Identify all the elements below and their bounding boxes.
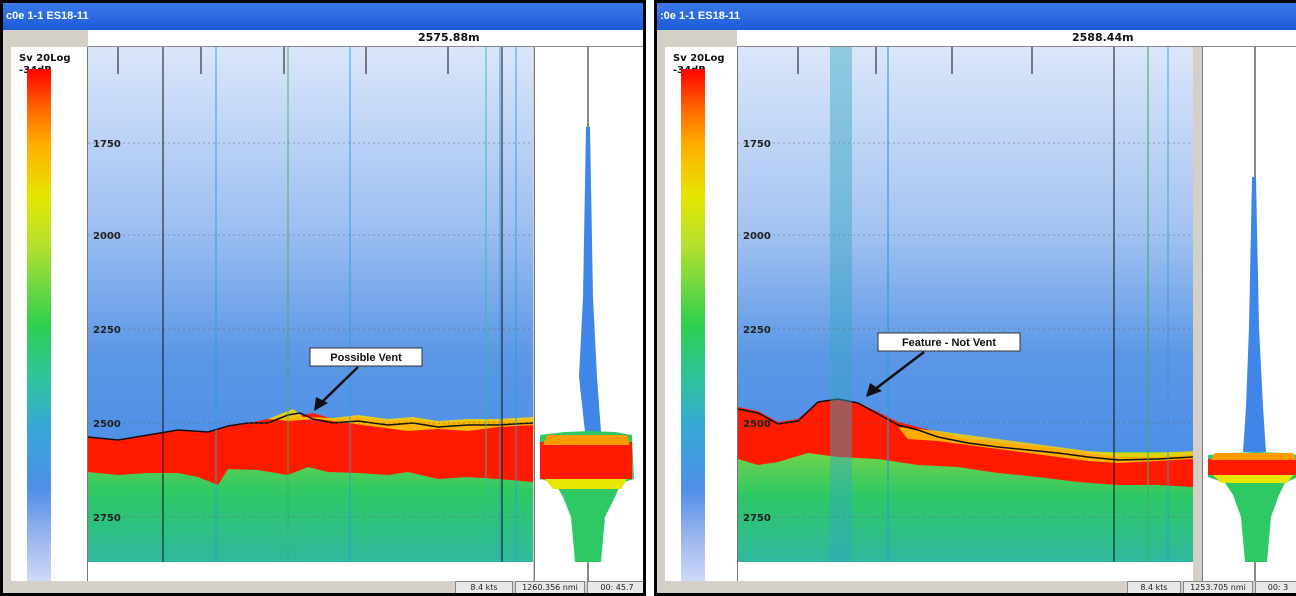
echogram-plot[interactable]: 1750 2000 2250 2500 2750 Possible Vent xyxy=(88,47,533,581)
water-column-streaks xyxy=(830,47,1169,562)
echogram-plot[interactable]: 1750 2000 2250 2500 2750 Feature - Not V… xyxy=(738,47,1193,581)
status-bar: 8.4 kts 1253.705 nmi 00: 3 xyxy=(657,581,1296,593)
distance-label: 2588.44m xyxy=(1072,31,1134,44)
echogram-window-right[interactable]: :0e 1-1 ES18-11 2588.44m Sv 20Log -34dB xyxy=(654,0,1296,596)
status-time: 00: 45.7 xyxy=(587,581,643,593)
histogram-peak xyxy=(1208,459,1296,475)
colorbar-gradient xyxy=(681,69,705,581)
annotation-arrow xyxy=(866,351,925,397)
annotation-box[interactable] xyxy=(877,332,1021,352)
histogram-svg xyxy=(540,47,634,581)
histogram-water xyxy=(579,127,601,432)
depth-histogram xyxy=(534,47,643,581)
annotation-arrow xyxy=(314,366,359,411)
annotation-box[interactable] xyxy=(309,347,423,367)
histogram-peak-edge xyxy=(1211,453,1296,460)
window-title: c0e 1-1 ES18-11 xyxy=(6,10,89,22)
histogram-svg xyxy=(1208,47,1296,581)
depth-gridlines xyxy=(88,142,533,518)
seafloor-outline xyxy=(738,398,1193,461)
depth-gridlines xyxy=(738,142,1193,518)
seafloor-band xyxy=(88,413,533,485)
seafloor-outline xyxy=(88,412,533,441)
status-bar: 8.4 kts 1260.356 nmi 00: 45.7 xyxy=(3,581,643,593)
status-time: 00: 3 xyxy=(1255,581,1296,593)
status-distance: 1253.705 nmi xyxy=(1183,581,1253,593)
seafloor-highlight xyxy=(898,427,1193,463)
histogram-water xyxy=(1243,177,1266,452)
status-speed: 8.4 kts xyxy=(1127,581,1181,593)
echogram-window-left[interactable]: c0e 1-1 ES18-11 2575.88m Sv 20Log -34dB xyxy=(0,0,646,596)
depth-label-2750: 2750 xyxy=(743,513,771,524)
depth-label-2250: 2250 xyxy=(743,325,771,336)
histogram-peak-edge xyxy=(543,435,630,445)
water-column-streaks xyxy=(215,47,517,562)
depth-label-1750: 1750 xyxy=(93,139,121,150)
depth-label-2500: 2500 xyxy=(743,419,771,430)
echogram-svg: 1750 2000 2250 2500 2750 Possible Vent xyxy=(88,47,533,581)
histogram-lower-edge xyxy=(1213,475,1293,483)
window-title-bar[interactable]: c0e 1-1 ES18-11 xyxy=(3,3,643,30)
distance-ruler: 2588.44m xyxy=(737,30,1296,47)
depth-label-2750: 2750 xyxy=(93,513,121,524)
echogram-svg: 1750 2000 2250 2500 2750 Feature - Not V… xyxy=(738,47,1193,581)
event-markers xyxy=(797,47,1115,581)
depth-label-2250: 2250 xyxy=(93,325,121,336)
annotation-label: Possible Vent xyxy=(330,352,402,364)
depth-label-2000: 2000 xyxy=(93,231,121,242)
depth-label-2000: 2000 xyxy=(743,231,771,242)
status-distance: 1260.356 nmi xyxy=(515,581,585,593)
depth-histogram xyxy=(1202,47,1296,581)
histogram-lower-edge xyxy=(545,479,627,489)
event-markers xyxy=(117,47,503,581)
annotation-label: Feature - Not Vent xyxy=(902,337,996,349)
colorbar-mode-label: Sv 20Log xyxy=(673,53,725,64)
distance-ruler: 2575.88m xyxy=(88,30,643,47)
status-speed: 8.4 kts xyxy=(455,581,513,593)
colorbar-panel: Sv 20Log -34dB xyxy=(665,47,738,581)
depth-label-2500: 2500 xyxy=(93,419,121,430)
histogram-peak xyxy=(540,442,632,479)
colorbar-panel: Sv 20Log -34dB xyxy=(11,47,88,581)
colorbar-mode-label: Sv 20Log xyxy=(19,53,71,64)
window-title: :0e 1-1 ES18-11 xyxy=(660,10,741,22)
window-title-bar[interactable]: :0e 1-1 ES18-11 xyxy=(657,3,1296,30)
distance-label: 2575.88m xyxy=(418,31,480,44)
colorbar-gradient xyxy=(27,69,51,581)
depth-label-1750: 1750 xyxy=(743,139,771,150)
